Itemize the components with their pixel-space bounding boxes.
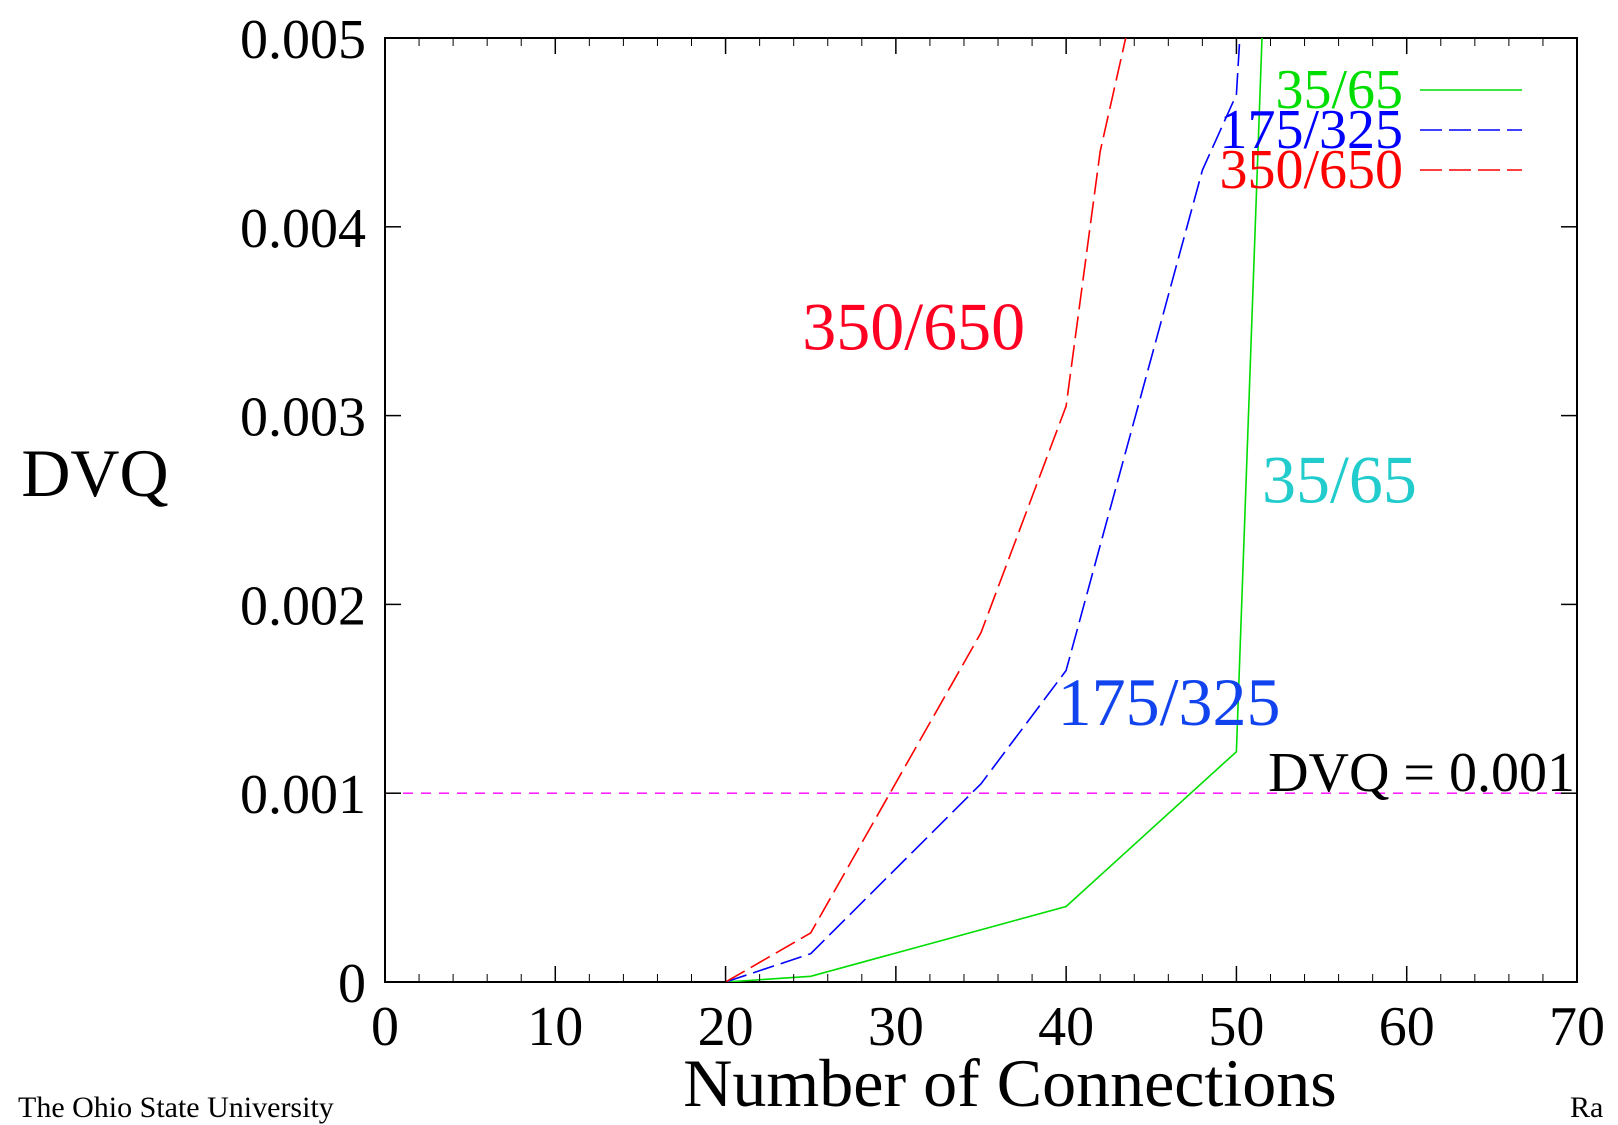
footer-right-text: Ra [1570,1091,1604,1124]
plot-border [384,37,1578,983]
x-tick-label: 30 [868,996,924,1058]
series-line-350-650 [725,38,1127,982]
y-tick-label: 0.003 [240,387,366,449]
annotations: 350/650 35/65 175/325 [802,289,1417,741]
series-group [725,38,1263,982]
y-tick-label: 0 [338,953,366,1015]
annotation-35-65: 35/65 [1262,441,1417,517]
series-line-35-65 [725,38,1263,982]
x-tick-label: 0 [371,996,399,1058]
footer-university: The Ohio State University [18,1091,334,1124]
x-tick-label: 40 [1038,996,1094,1058]
y-tick-label: 0.002 [240,575,366,637]
x-tick-label: 70 [1549,996,1605,1058]
y-tick-label: 0.001 [240,764,366,826]
y-tick-label: 0.005 [240,9,366,71]
plot-frame [384,37,1578,983]
tick-labels: 0 10 20 30 40 50 60 70 0 0.001 0.002 0.003 0.004 0.00… [240,9,1605,1058]
annotation-175-325: 175/325 [1058,664,1281,740]
legend-label-175-325: 175/325 [1219,99,1403,161]
reference-line-label: DVQ = 0.001 [1268,742,1575,804]
y-axis-title: DVQ [21,435,168,511]
legend-label-35-65: 35/65 [1275,59,1403,121]
series-line-175-325 [725,38,1241,982]
annotation-350-650: 350/650 [802,289,1025,365]
x-tick-label: 60 [1379,996,1435,1058]
y-tick-label: 0.004 [240,198,366,260]
x-tick-label: 20 [698,996,754,1058]
reference-line-group: DVQ = 0.001 [385,742,1577,804]
x-tick-label: 10 [527,996,583,1058]
x-axis-title: Number of Connections [683,1045,1336,1121]
legend-label-350-650: 350/650 [1219,139,1403,201]
x-tick-label: 50 [1208,996,1264,1058]
